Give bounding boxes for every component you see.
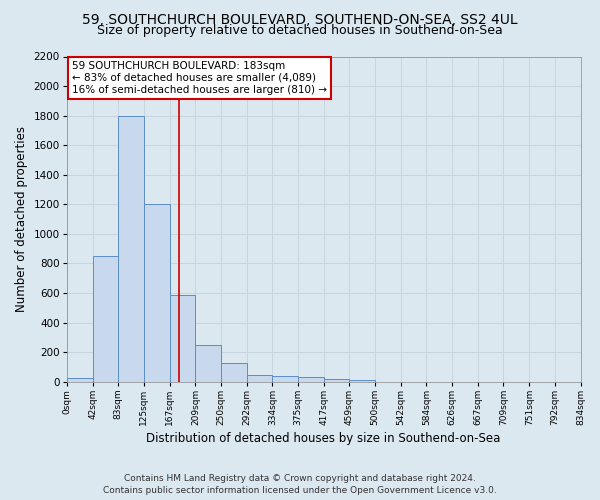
Bar	[67, 378, 92, 382]
Bar	[170, 294, 196, 382]
Bar	[221, 362, 247, 382]
Y-axis label: Number of detached properties: Number of detached properties	[15, 126, 28, 312]
Text: Contains HM Land Registry data © Crown copyright and database right 2024.
Contai: Contains HM Land Registry data © Crown c…	[103, 474, 497, 495]
Text: 59 SOUTHCHURCH BOULEVARD: 183sqm
← 83% of detached houses are smaller (4,089)
16: 59 SOUTHCHURCH BOULEVARD: 183sqm ← 83% o…	[72, 62, 327, 94]
Text: 59, SOUTHCHURCH BOULEVARD, SOUTHEND-ON-SEA, SS2 4UL: 59, SOUTHCHURCH BOULEVARD, SOUTHEND-ON-S…	[82, 12, 518, 26]
Bar	[323, 379, 349, 382]
Bar	[247, 375, 272, 382]
Bar	[272, 376, 298, 382]
X-axis label: Distribution of detached houses by size in Southend-on-Sea: Distribution of detached houses by size …	[146, 432, 501, 445]
Bar	[118, 116, 144, 382]
Text: Size of property relative to detached houses in Southend-on-Sea: Size of property relative to detached ho…	[97, 24, 503, 37]
Bar	[298, 378, 323, 382]
Bar	[196, 345, 221, 382]
Bar	[144, 204, 170, 382]
Bar	[92, 256, 118, 382]
Bar	[349, 380, 375, 382]
